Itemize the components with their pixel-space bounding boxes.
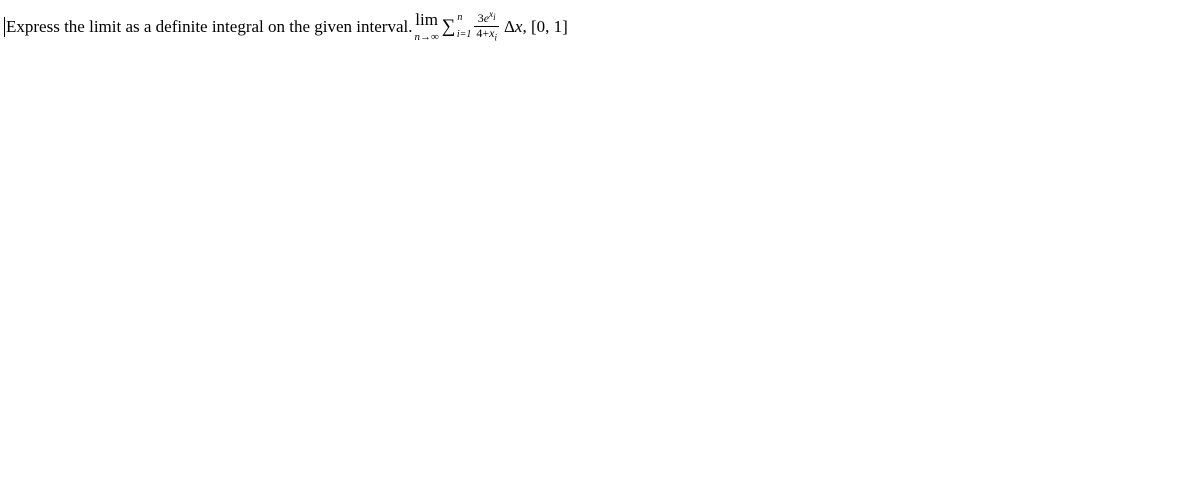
- sum-expression: ∑ n i=1: [442, 15, 456, 39]
- fraction-denominator: 4+xi: [474, 26, 499, 43]
- limit-target: ∞: [431, 31, 439, 43]
- den-const: 4+: [476, 26, 489, 40]
- sigma-block: ∑ n i=1: [442, 15, 456, 39]
- limit-label: lim: [415, 8, 438, 32]
- prompt-text: Express the limit as a definite integral…: [6, 15, 412, 39]
- interval: [0, 1]: [531, 17, 568, 36]
- sum-lower: i=1: [457, 28, 472, 42]
- limit-subscript: n→∞: [414, 30, 438, 45]
- den-sub: i: [494, 32, 497, 42]
- fraction-numerator: 3exi: [476, 10, 498, 25]
- sum-upper: n: [457, 11, 462, 25]
- limit-expression: lim n→∞: [414, 8, 438, 45]
- problem-line: Express the limit as a definite integral…: [4, 8, 1196, 45]
- exp-sub: i: [493, 12, 496, 22]
- text-cursor: [4, 17, 5, 37]
- delta-x: Δx, [0, 1]: [504, 15, 568, 39]
- interval-sep: ,: [522, 17, 531, 36]
- limit-arrow: →: [420, 31, 431, 43]
- delta-symbol: Δ: [504, 17, 515, 36]
- sum-lower-eq: =1: [460, 29, 472, 40]
- fraction: 3exi 4+xi: [474, 10, 499, 42]
- sigma-symbol: ∑: [442, 16, 456, 37]
- num-exponent: xi: [489, 9, 496, 19]
